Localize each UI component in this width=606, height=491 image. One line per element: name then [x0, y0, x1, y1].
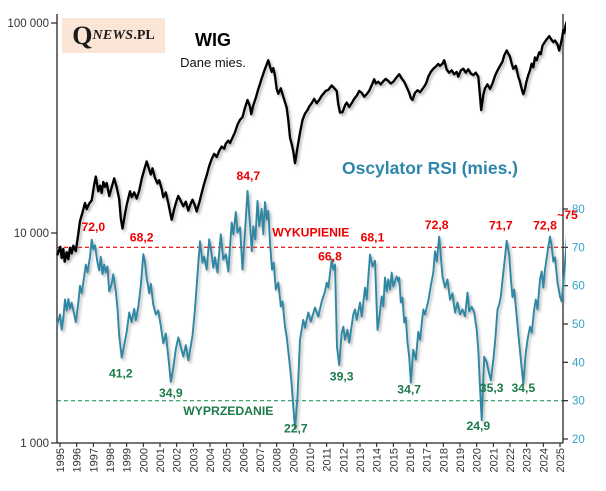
logo-pl: .PL [133, 27, 155, 43]
qnews-logo: Q NEWS .PL [62, 18, 165, 53]
annotation-75: ~75 [557, 208, 578, 222]
year-label: 2015 [388, 448, 400, 472]
left-axis-label: 1 000 [20, 438, 49, 450]
chart-title: WIG [195, 30, 231, 50]
year-label: 2007 [255, 448, 267, 472]
year-label: 2016 [405, 448, 417, 472]
annotation-WYPRZEDANIE: WYPRZEDANIE [183, 404, 273, 418]
year-label: 2009 [288, 448, 300, 472]
annotation-353: 35,3 [480, 381, 504, 395]
right-axis-label: 40 [572, 357, 585, 369]
annotation-345: 34,5 [511, 381, 535, 395]
annotation-347: 34,7 [397, 382, 421, 396]
annotation-720: 72,0 [81, 220, 105, 234]
annotation-728: 72,8 [425, 218, 449, 232]
logo-news: NEWS [92, 27, 134, 43]
year-label: 2000 [138, 448, 150, 472]
year-label: 1997 [88, 448, 100, 472]
year-label: 2004 [205, 448, 217, 472]
year-label: 2012 [338, 448, 350, 472]
right-axis-label: 30 [572, 396, 585, 408]
year-label: 2018 [438, 448, 450, 472]
left-axis-label: 100 000 [7, 18, 49, 30]
wig-line [56, 21, 566, 263]
year-label: 2023 [522, 448, 534, 472]
right-axis-label: 80 [572, 204, 585, 216]
year-label: 2019 [455, 448, 467, 472]
year-label: 1995 [55, 448, 67, 472]
year-label: 2022 [505, 448, 517, 472]
annotation-681: 68,1 [361, 231, 385, 245]
year-label: 2003 [188, 448, 200, 472]
year-label: 1996 [72, 448, 84, 472]
logo-q: Q [72, 20, 93, 50]
year-label: 2011 [322, 448, 334, 472]
year-label: 2024 [538, 448, 550, 472]
year-label: 2006 [238, 448, 250, 472]
year-label: 1999 [122, 448, 134, 472]
year-label: 2017 [422, 448, 434, 472]
annotation-728: 72,8 [533, 219, 557, 233]
annotation-717: 71,7 [489, 219, 513, 233]
year-label: 2002 [172, 448, 184, 472]
annotation-WYKUPIENIE: WYKUPIENIE [272, 226, 349, 240]
right-axis-label: 60 [572, 281, 585, 293]
right-axis-label: 50 [572, 319, 585, 331]
annotation-249: 24,9 [466, 419, 490, 433]
year-label: 2025 [555, 448, 567, 472]
annotation-668: 66,8 [318, 249, 342, 263]
annotation-393: 39,3 [330, 369, 354, 383]
year-label: 2008 [272, 448, 284, 472]
left-axis-label: 10 000 [14, 228, 49, 240]
year-label: 2013 [355, 448, 367, 472]
right-axis-label: 70 [572, 242, 585, 254]
annotation-682: 68,2 [130, 231, 154, 245]
year-label: 2021 [488, 448, 500, 472]
year-label: 2005 [222, 448, 234, 472]
year-label: 2010 [305, 448, 317, 472]
year-label: 2001 [155, 448, 167, 472]
annotation-349: 34,9 [159, 386, 183, 400]
oscillator-title: Oscylator RSI (mies.) [341, 158, 519, 178]
chart-subtitle: Dane mies. [180, 55, 246, 70]
annotation-227: 22,7 [284, 421, 308, 435]
annotation-412: 41,2 [109, 367, 133, 381]
right-axis-label: 20 [572, 434, 585, 446]
year-label: 1998 [105, 448, 117, 472]
rsi-line [56, 190, 566, 430]
annotation-847: 84,7 [236, 169, 260, 183]
year-label: 2020 [472, 448, 484, 472]
year-label: 2014 [372, 448, 384, 472]
